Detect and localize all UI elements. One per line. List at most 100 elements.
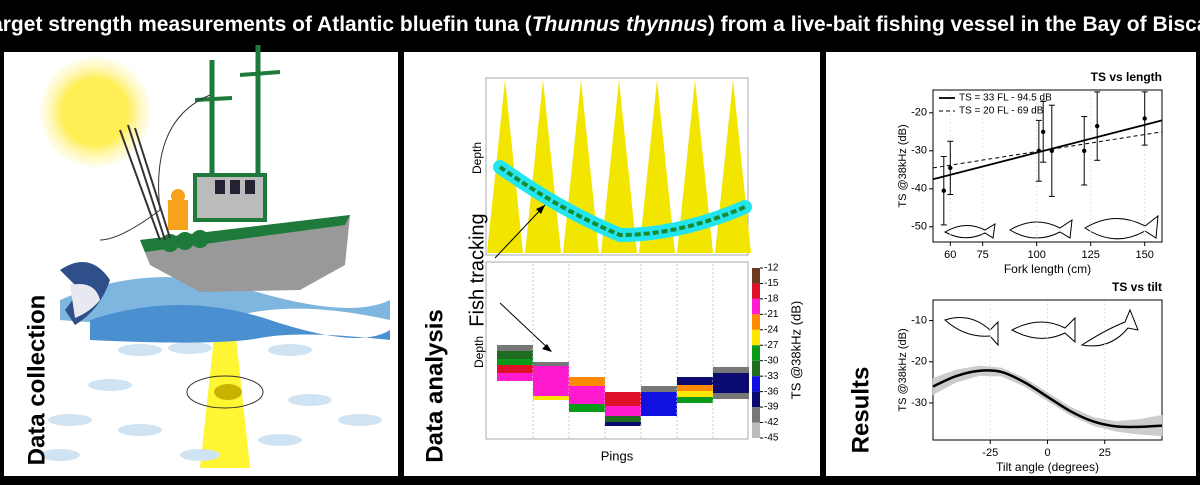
title-italic: Thunnus thynnus [532,13,708,36]
y-tick-label: -50 [911,221,927,233]
colorbar-segment [752,391,760,408]
colorbar-segment [752,298,760,315]
y-tick-label: -20 [911,356,927,368]
x-tick-label: 75 [977,249,989,261]
colorbar-segment [752,329,760,346]
colorbar-segment [752,283,760,299]
echo-cell [497,359,533,365]
arrow [494,204,546,259]
y-axis-label: TS @38kHz (dB) [897,124,909,207]
x-axis-label: Tilt angle (degrees) [996,460,1099,474]
colorbar-segment [752,422,760,438]
echo-cell [569,377,605,386]
fit-line [932,131,1163,169]
colorbar-tick-label: -39 [764,402,779,413]
colorbar-label: TS @38kHz (dB) [788,301,803,399]
echo-cell [641,386,677,392]
colorbar-tick-label: -18 [764,294,779,305]
x-tick-label: -25 [982,447,998,459]
echo-cell [533,396,569,400]
axis-label: Depth [472,336,486,368]
axis-label: Pings [601,448,634,463]
echo-cell [497,345,533,351]
x-tick-label: 150 [1136,249,1154,261]
colorbar-tick-label: -21 [764,309,779,320]
colorbar-tick-label: -33 [764,371,779,382]
echo-cell [497,373,533,381]
arrow [499,302,551,351]
echo-cell [677,385,713,391]
echo-cell [605,406,641,416]
colorbar-tick-label: -30 [764,355,779,366]
point [941,188,947,193]
fish-track-echoes [498,165,746,238]
x-tick-label: 125 [1082,249,1100,261]
curve [932,369,1163,429]
annotation: Fish tracking [466,213,488,326]
panel [826,52,1196,476]
point [1049,148,1055,153]
plot-frame [932,299,1163,441]
colorbar-tick-label: -12 [764,263,779,274]
axis-label: Depth [470,142,484,174]
echo-cell [605,416,641,422]
x-tick-label: 0 [1044,447,1050,459]
point [1094,123,1100,129]
echo-cell [713,393,749,399]
echo-cell [605,392,641,406]
y-axis-label: TS @38kHz (dB) [897,328,909,411]
beam [639,80,675,253]
chart-title: TS vs length [1091,70,1162,84]
echo-cell [677,397,713,403]
y-tick-label: -30 [911,397,927,409]
beam [677,80,713,253]
colorbar-segment [752,268,760,284]
y-tick-label: -40 [911,183,927,195]
echo-cell [497,351,533,359]
panel-label: Data collection [23,295,50,466]
panel-label: Data analysis [421,309,448,462]
echogram-frame [485,261,749,440]
x-tick-label: 100 [1028,249,1046,261]
echo-cell [533,362,569,366]
point [1142,116,1147,121]
point [1040,129,1046,134]
fish-outlines [943,214,1159,347]
beam [525,80,561,253]
colorbar-segment [752,376,760,392]
colorbar-tick-label: -45 [764,433,779,444]
title-part: Target strength measurements of Atlantic… [0,13,532,36]
colorbar-segment [752,360,760,377]
x-axis-label: Fork length (cm) [1004,262,1091,276]
echo-cell [713,373,749,393]
x-tick-label: 25 [1099,447,1111,459]
title: Target strength measurements of Atlantic… [0,13,1200,36]
arrow-head [536,205,545,214]
point [1082,148,1087,153]
panel-label: Results [847,367,874,454]
plot-frame [932,89,1163,243]
echo-cell [677,377,713,385]
y-tick-label: -10 [911,314,927,326]
beam [601,80,637,253]
legend-label: TS = 33 FL - 94.5 dB [959,93,1052,104]
colorbar-tick-label: -36 [764,386,779,397]
colorbar-tick-label: -24 [764,324,779,335]
echo-cell [641,392,677,416]
echo-cell [605,422,641,426]
echo-cell [569,404,605,412]
echo-cell [677,391,713,397]
y-tick-label: -30 [911,145,927,157]
colorbar-tick-label: -15 [764,278,779,289]
x-tick-label: 60 [944,249,956,261]
echo-cell [533,366,569,396]
y-tick-label: -20 [911,107,927,119]
colorbar-tick-label: -27 [764,340,779,351]
legend-label: TS = 20 FL - 69 dB [959,106,1044,117]
echogram [497,264,749,438]
arrow-head [542,344,552,352]
illustration [40,45,390,468]
colorbar-segment [752,407,760,423]
echo-cell [569,386,605,404]
